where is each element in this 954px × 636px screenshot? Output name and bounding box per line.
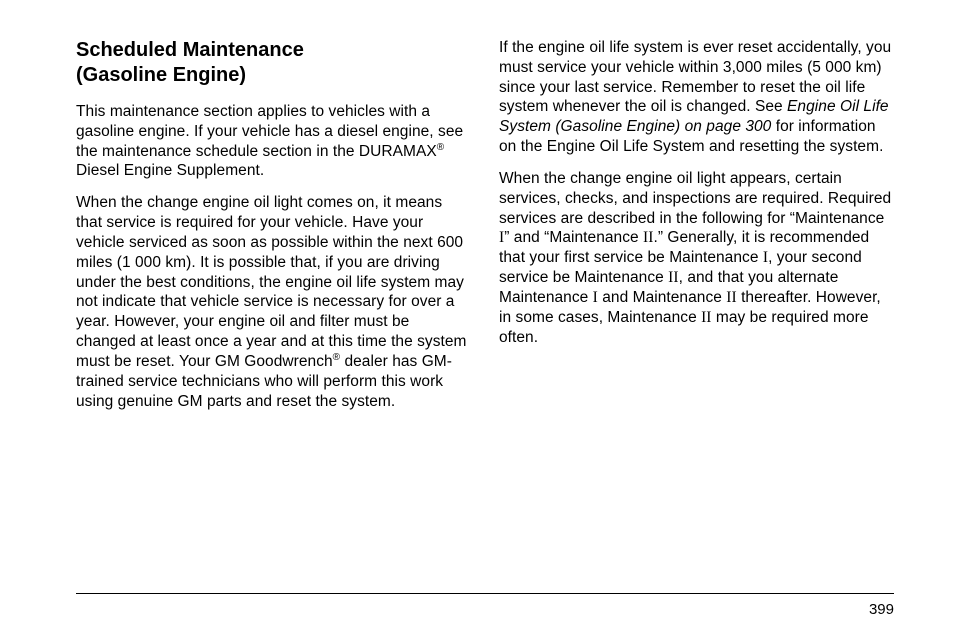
two-column-layout: Scheduled Maintenance (Gasoline Engine) …: [76, 38, 894, 423]
heading-line-1: Scheduled Maintenance: [76, 39, 304, 61]
text-run: ” and “Maintenance: [504, 229, 643, 246]
text-run: When the change engine oil light appears…: [499, 170, 891, 227]
left-paragraph-1: This maintenance section applies to vehi…: [76, 102, 471, 181]
text-run: and Maintenance: [598, 289, 726, 306]
roman-numeral: II: [726, 289, 736, 306]
footer-divider: [76, 593, 894, 594]
left-column: Scheduled Maintenance (Gasoline Engine) …: [76, 38, 471, 423]
text-run: This maintenance section applies to vehi…: [76, 103, 463, 160]
left-paragraph-2: When the change engine oil light comes o…: [76, 193, 471, 411]
heading-line-2: (Gasoline Engine): [76, 64, 246, 86]
registered-symbol: ®: [437, 142, 444, 153]
roman-numeral: II: [668, 269, 678, 286]
page-number: 399: [869, 601, 894, 618]
right-paragraph-2: When the change engine oil light appears…: [499, 169, 894, 347]
text-run: When the change engine oil light comes o…: [76, 194, 467, 370]
document-page: Scheduled Maintenance (Gasoline Engine) …: [0, 0, 954, 636]
text-run: Diesel Engine Supplement.: [76, 162, 264, 179]
roman-numeral: II: [701, 309, 711, 326]
right-column: If the engine oil life system is ever re…: [499, 38, 894, 423]
registered-symbol: ®: [333, 352, 340, 363]
section-heading: Scheduled Maintenance (Gasoline Engine): [76, 38, 471, 88]
roman-numeral: II: [643, 229, 653, 246]
right-paragraph-1: If the engine oil life system is ever re…: [499, 38, 894, 157]
